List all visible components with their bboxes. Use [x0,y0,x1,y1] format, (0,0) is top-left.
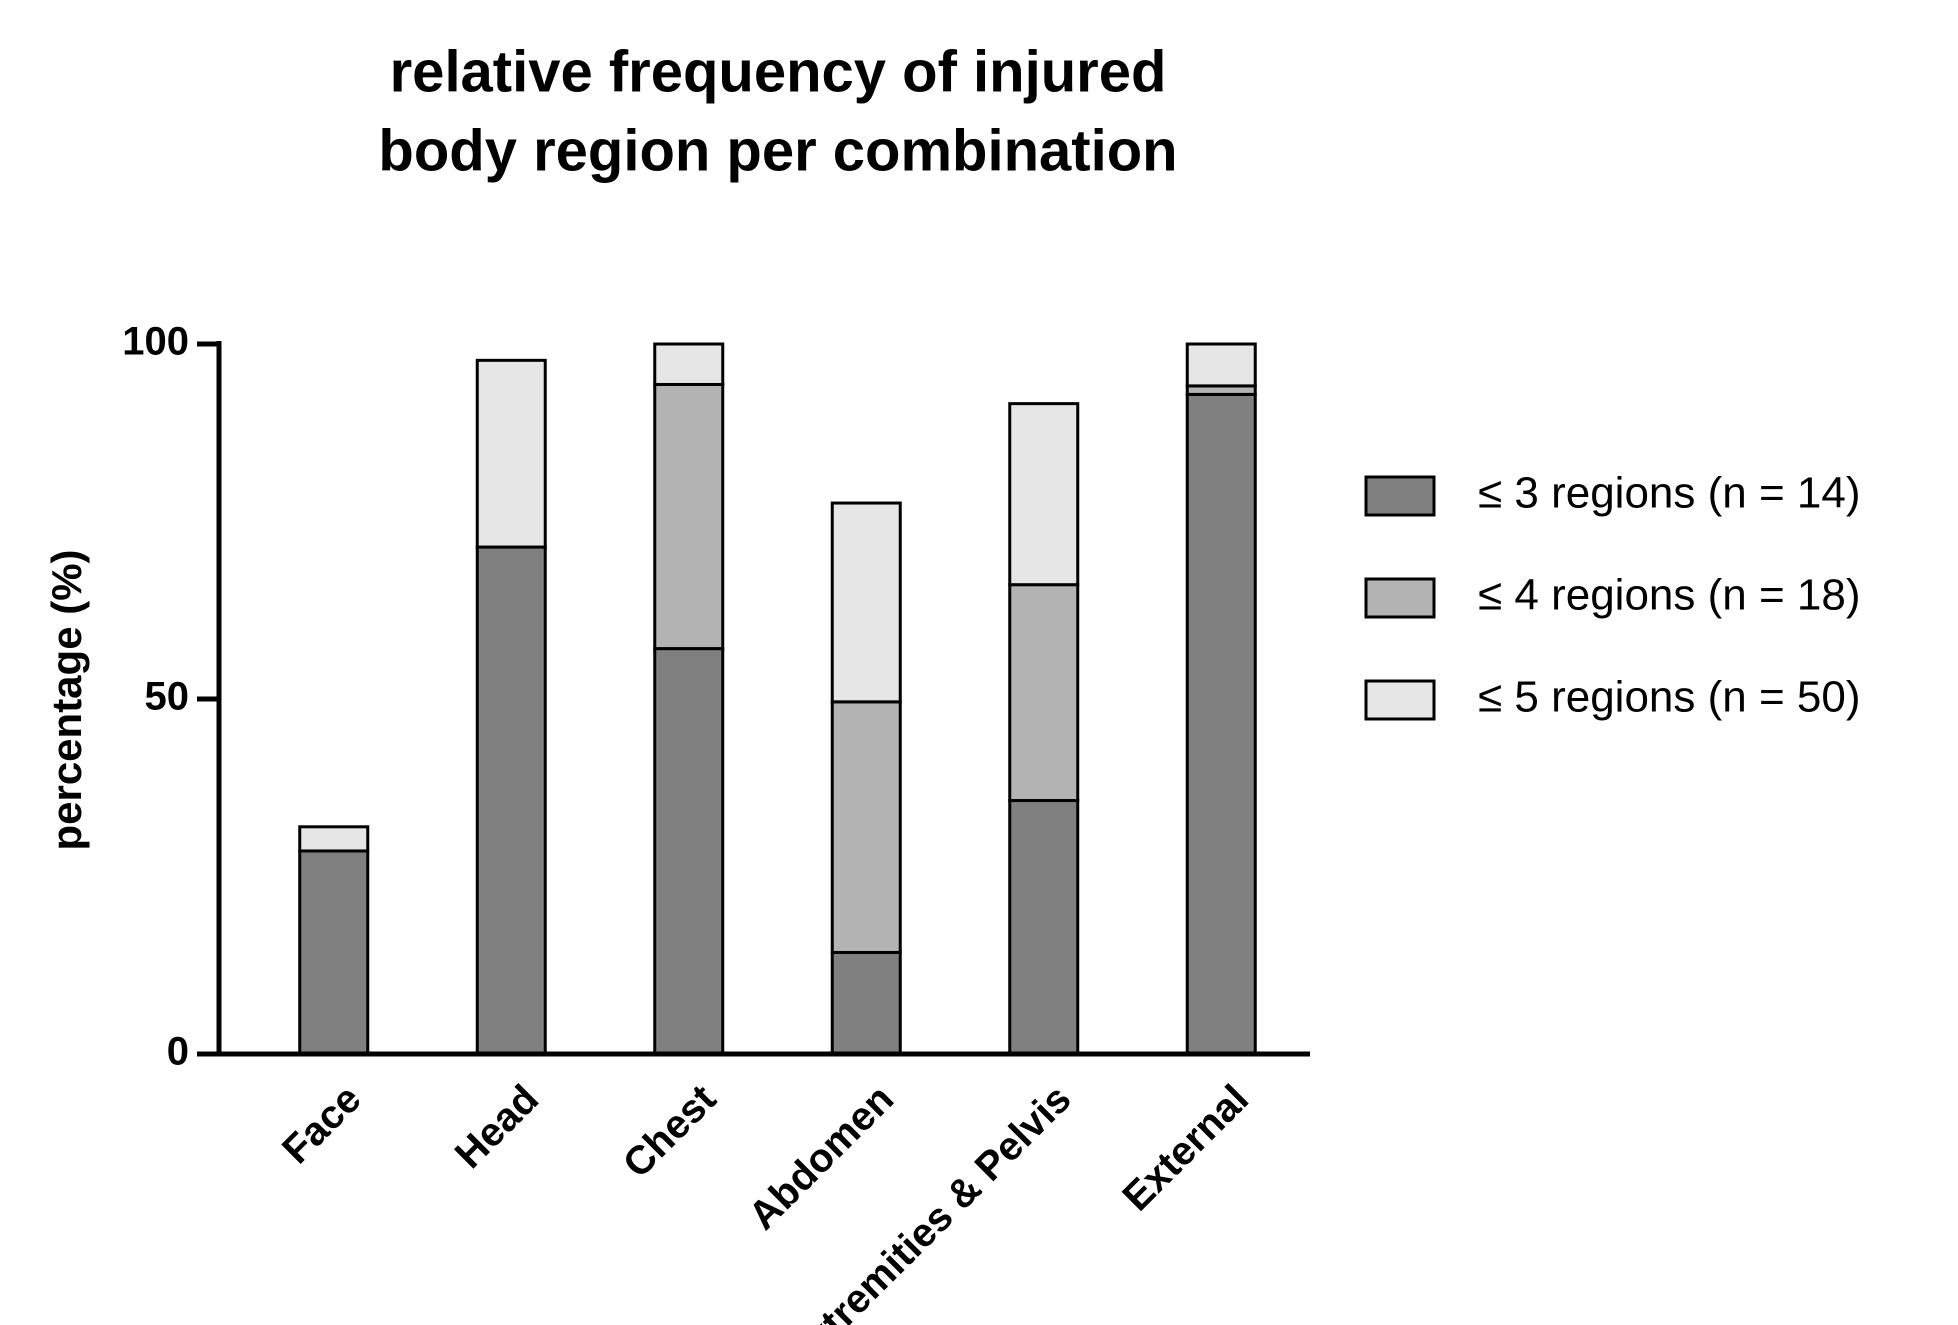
y-tick-label: 0 [167,1030,189,1074]
legend-swatch [1364,679,1436,721]
bar-segment [1185,342,1257,388]
legend-label: ≤ 3 regions (n = 14) [1478,469,1860,518]
x-tick-label: Chest [615,1077,725,1187]
bar-segment [830,501,902,704]
chart-title: relative frequency of injured [390,39,1167,104]
y-axis-label: percentage (%) [43,549,90,850]
chart-title: body region per combination [378,118,1177,183]
x-tick-label: Abdomen [741,1077,903,1239]
bar-segment [475,545,547,1056]
bar-segment [298,849,370,1056]
bar-segment [653,382,725,651]
bar-segment [1008,402,1080,587]
bar-segment [1008,583,1080,803]
x-tick-label: Head [447,1077,547,1177]
bar-segment [830,700,902,954]
x-tick-label: External [1114,1077,1257,1220]
legend-swatch [1364,577,1436,619]
legend-label: ≤ 4 regions (n = 18) [1478,571,1860,620]
y-tick-label: 50 [145,675,190,719]
bar-segment [830,950,902,1056]
x-tick-label: Extremities & Pelvis [778,1077,1080,1325]
x-tick-label: Face [274,1077,370,1173]
bar-segment [298,825,370,853]
bar-segment [1008,799,1080,1056]
bar-segment [653,647,725,1056]
bar-segment [1185,392,1257,1056]
y-tick-label: 100 [122,320,189,364]
legend-swatch [1364,475,1436,517]
bar-segment [475,358,547,549]
bar-segment [653,342,725,386]
legend-label: ≤ 5 regions (n = 50) [1478,673,1860,722]
